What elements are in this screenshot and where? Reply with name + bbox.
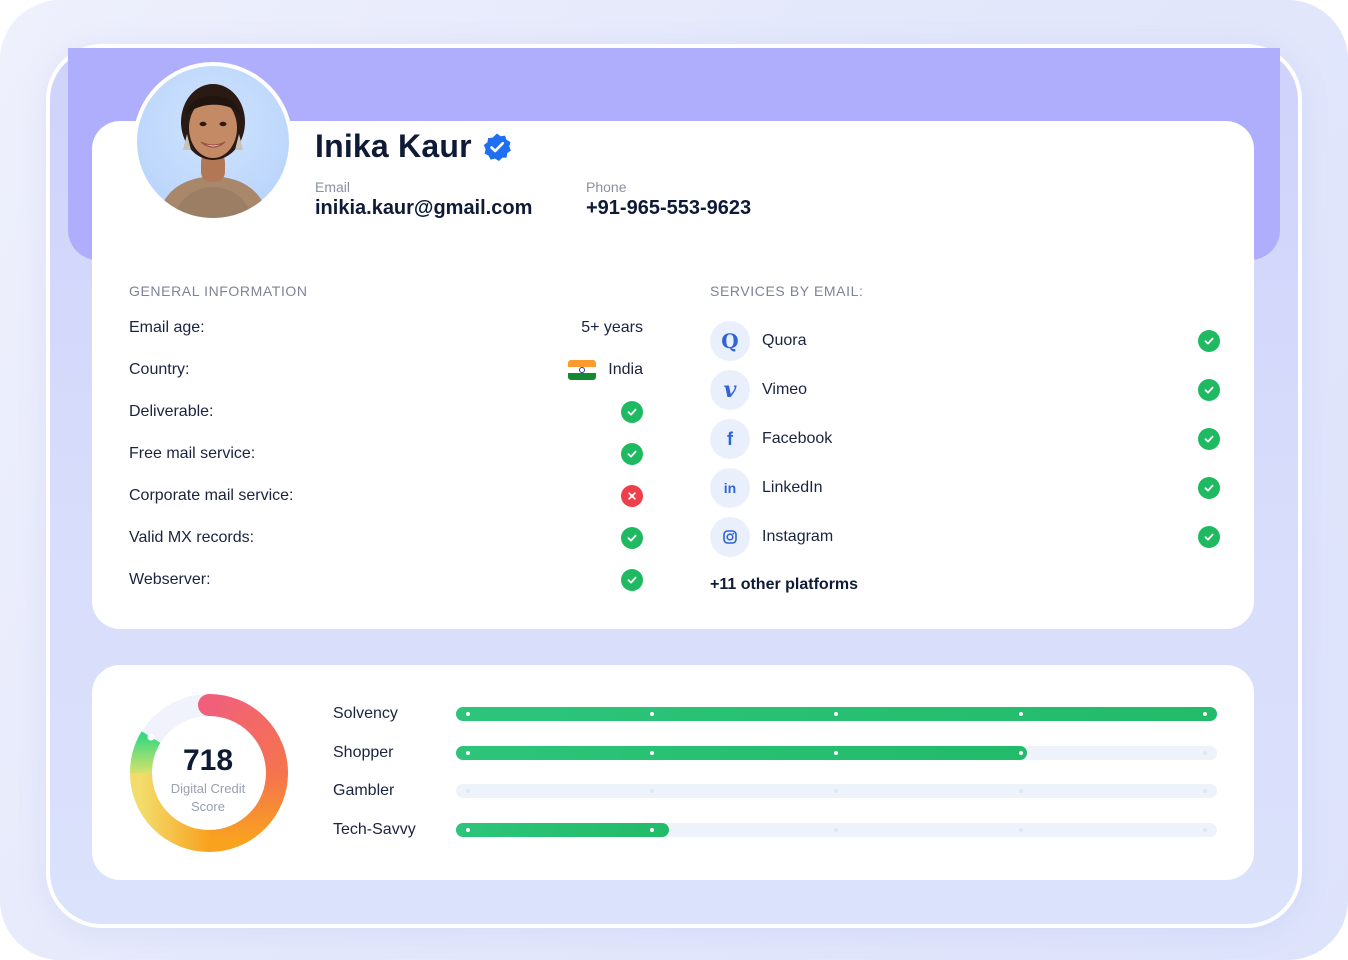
check-icon bbox=[621, 527, 643, 549]
email-value[interactable]: inikia.kaur@gmail.com bbox=[315, 197, 533, 219]
info-value: 5+ years bbox=[581, 319, 643, 336]
verified-badge-icon bbox=[483, 133, 511, 161]
check-icon bbox=[1198, 428, 1220, 450]
service-name: Vimeo bbox=[762, 381, 808, 398]
phone-label: Phone bbox=[586, 179, 627, 195]
bar-tick-dot bbox=[650, 789, 654, 793]
bar-tick-dot bbox=[650, 828, 654, 832]
credit-score-value: 718 bbox=[182, 744, 234, 777]
services-title: SERVICES BY EMAIL: bbox=[710, 283, 864, 299]
bar-tick-dot bbox=[1019, 712, 1023, 716]
trait-bar-tech-savvy bbox=[456, 823, 1217, 837]
service-name: Facebook bbox=[762, 430, 833, 447]
check-icon bbox=[1198, 330, 1220, 352]
phone-value[interactable]: +91-965-553-9623 bbox=[586, 197, 752, 219]
quora-icon: Q bbox=[710, 321, 750, 361]
bar-tick-dot bbox=[1019, 751, 1023, 755]
email-label: Email bbox=[315, 179, 351, 195]
service-row-vimeo[interactable]: v Vimeo bbox=[710, 370, 1220, 410]
bar-tick-dot bbox=[1203, 828, 1207, 832]
service-row-linkedin[interactable]: in LinkedIn bbox=[710, 468, 1220, 508]
service-name: LinkedIn bbox=[762, 479, 823, 496]
service-name: Quora bbox=[762, 332, 807, 349]
bar-tick-dot bbox=[1019, 789, 1023, 793]
info-row-deliverable: Deliverable: bbox=[129, 397, 643, 427]
trait-bar-gambler bbox=[456, 784, 1217, 798]
trait-label-solvency: Solvency bbox=[333, 705, 398, 722]
bar-tick-dot bbox=[1203, 712, 1207, 716]
facebook-icon: f bbox=[710, 419, 750, 459]
instagram-icon bbox=[710, 517, 750, 557]
check-icon bbox=[621, 443, 643, 465]
profile-header: Inika Kaur bbox=[315, 128, 512, 165]
trait-bar-shopper bbox=[456, 746, 1217, 760]
vimeo-icon: v bbox=[710, 370, 750, 410]
info-row-corporate-mail: Corporate mail service: bbox=[129, 481, 643, 511]
info-row-webserver: Webserver: bbox=[129, 565, 643, 595]
bar-tick-dot bbox=[834, 712, 838, 716]
cross-icon bbox=[621, 485, 643, 507]
trait-label-shopper: Shopper bbox=[333, 744, 394, 761]
info-row-email-age: Email age: 5+ years bbox=[129, 313, 643, 343]
bar-tick-dot bbox=[650, 751, 654, 755]
bar-tick-dot bbox=[650, 712, 654, 716]
info-label: Email age: bbox=[129, 319, 205, 336]
avatar-photo bbox=[137, 66, 289, 218]
info-label: Deliverable: bbox=[129, 403, 214, 420]
info-label: Country: bbox=[129, 361, 190, 378]
bar-tick-dot bbox=[834, 828, 838, 832]
bar-tick-dot bbox=[834, 789, 838, 793]
country-name: India bbox=[608, 361, 643, 378]
avatar bbox=[133, 62, 293, 222]
check-icon bbox=[621, 569, 643, 591]
profile-card bbox=[92, 121, 1254, 629]
bar-tick-dot bbox=[466, 751, 470, 755]
trait-label-tech-savvy: Tech-Savvy bbox=[333, 821, 416, 838]
bar-tick-dot bbox=[466, 712, 470, 716]
credit-score-gauge bbox=[130, 694, 288, 852]
info-row-country: Country: India bbox=[129, 355, 643, 385]
info-label: Webserver: bbox=[129, 571, 211, 588]
bar-tick-dot bbox=[1019, 828, 1023, 832]
info-label: Free mail service: bbox=[129, 445, 256, 462]
linkedin-icon: in bbox=[710, 468, 750, 508]
more-platforms-link[interactable]: +11 other platforms bbox=[710, 576, 859, 593]
info-label: Corporate mail service: bbox=[129, 487, 294, 504]
service-row-quora[interactable]: Q Quora bbox=[710, 321, 1220, 361]
bar-tick-dot bbox=[834, 751, 838, 755]
trait-bar-fill bbox=[456, 746, 1027, 760]
trait-label-gambler: Gambler bbox=[333, 782, 395, 799]
service-name: Instagram bbox=[762, 528, 834, 545]
check-icon bbox=[1198, 526, 1220, 548]
credit-score-label: Digital Credit Score bbox=[170, 781, 246, 814]
info-row-free-mail: Free mail service: bbox=[129, 439, 643, 469]
info-row-mx-records: Valid MX records: bbox=[129, 523, 643, 553]
bar-tick-dot bbox=[1203, 751, 1207, 755]
trait-bar-solvency bbox=[456, 707, 1217, 721]
info-label: Valid MX records: bbox=[129, 529, 255, 546]
profile-name: Inika Kaur bbox=[315, 128, 472, 164]
bar-tick-dot bbox=[466, 828, 470, 832]
bar-tick-dot bbox=[466, 789, 470, 793]
info-value: India bbox=[568, 360, 643, 380]
bar-tick-dot bbox=[1203, 789, 1207, 793]
india-flag-icon bbox=[568, 360, 597, 380]
check-icon bbox=[621, 401, 643, 423]
check-icon bbox=[1198, 477, 1220, 499]
trait-bar-fill bbox=[456, 823, 669, 837]
service-row-instagram[interactable]: Instagram bbox=[710, 517, 1220, 557]
general-info-title: GENERAL INFORMATION bbox=[129, 283, 308, 299]
service-row-facebook[interactable]: f Facebook bbox=[710, 419, 1220, 459]
check-icon bbox=[1198, 379, 1220, 401]
